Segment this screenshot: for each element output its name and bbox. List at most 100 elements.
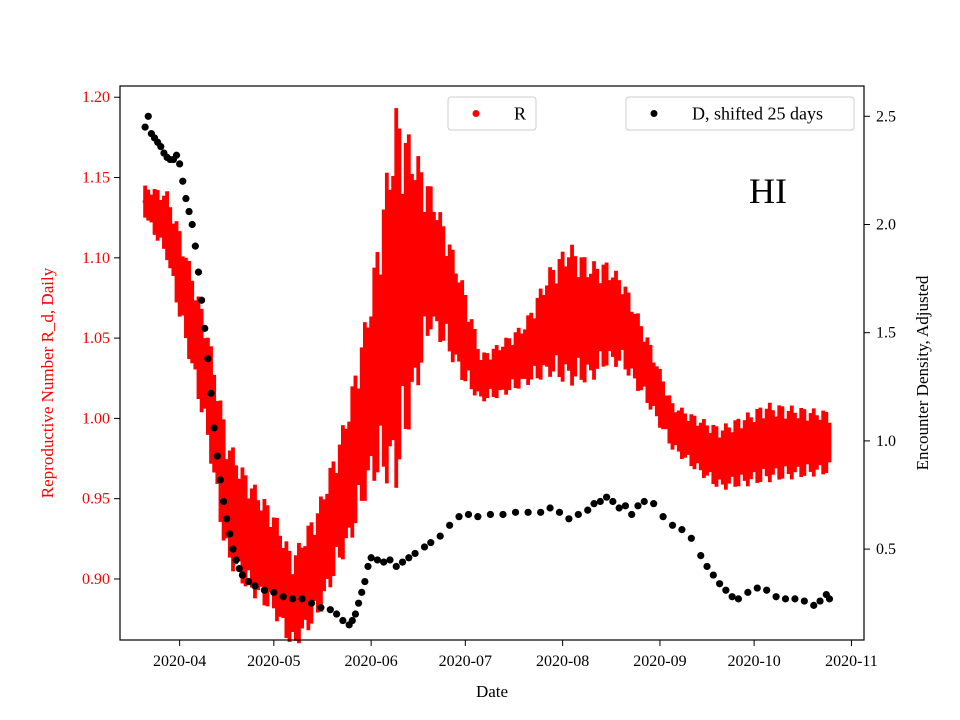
r-bar: [698, 422, 703, 471]
left-tick-label: 1.20: [82, 89, 110, 106]
r-bar: [149, 194, 154, 223]
r-bar: [394, 108, 399, 488]
r-bar: [714, 426, 719, 487]
r-bar: [780, 406, 785, 479]
r-bar: [554, 283, 559, 356]
r-bar: [231, 447, 235, 572]
d-point: [621, 502, 630, 510]
r-bar: [372, 267, 377, 481]
d-point: [364, 562, 372, 571]
r-bar: [331, 461, 336, 577]
d-point: [207, 389, 215, 397]
r-bar: [623, 286, 628, 370]
left-axis: 0.90 0.95 1.00 1.05 1.10 1.15 1.20: [82, 89, 120, 588]
left-tick-label: 1.15: [82, 170, 110, 187]
d-point: [185, 207, 193, 216]
d-point: [411, 549, 419, 558]
r-bar: [805, 420, 810, 465]
r-bar: [227, 450, 232, 558]
r-bar: [413, 180, 417, 368]
r-bar: [322, 499, 326, 592]
r-bar: [545, 285, 549, 367]
d-point: [251, 582, 259, 590]
r-bar: [717, 437, 722, 480]
d-point: [650, 500, 658, 508]
x-tick-label: 2020-09: [633, 653, 686, 670]
r-bar: [209, 346, 213, 464]
r-bar: [582, 257, 587, 383]
d-point: [709, 571, 717, 579]
r-bar: [457, 282, 461, 362]
d-point: [464, 510, 473, 519]
d-point: [584, 506, 592, 514]
r-bar: [224, 459, 229, 539]
r-bar: [479, 359, 483, 397]
r-bar: [799, 408, 804, 477]
r-bar: [199, 308, 204, 413]
d-point: [427, 539, 435, 547]
r-bar: [695, 425, 700, 464]
r-bar: [689, 414, 694, 467]
r-bar: [212, 374, 217, 473]
r-bar: [366, 327, 370, 471]
r-bar: [240, 467, 245, 584]
d-point: [703, 562, 711, 571]
r-bar: [243, 475, 248, 587]
d-point: [279, 593, 287, 601]
r-bar: [177, 231, 182, 317]
d-point: [144, 112, 152, 120]
r-bar: [661, 381, 665, 430]
r-bar: [648, 344, 653, 410]
r-bar: [432, 211, 436, 317]
d-point: [226, 530, 234, 538]
r-bar: [381, 209, 386, 467]
d-point: [763, 586, 771, 594]
r-bar: [171, 223, 176, 276]
r-bar: [165, 191, 169, 261]
d-point: [596, 497, 604, 506]
x-tick-label: 2020-05: [247, 653, 300, 670]
d-point: [668, 521, 677, 529]
r-bar: [811, 408, 816, 477]
d-point: [210, 424, 218, 432]
d-point: [270, 588, 278, 596]
r-bar: [306, 525, 311, 631]
r-bar: [821, 410, 826, 475]
d-point: [405, 554, 413, 562]
r-bar: [802, 409, 807, 476]
r-bar: [155, 190, 160, 241]
d-point: [201, 324, 209, 332]
right-tick-label: 2.5: [876, 108, 896, 125]
r-bar: [783, 418, 788, 467]
r-bar: [745, 412, 750, 487]
d-point: [219, 497, 228, 506]
r-bar: [215, 401, 220, 484]
r-bar: [827, 422, 832, 463]
r-bar: [249, 488, 254, 588]
r-bar: [168, 207, 173, 269]
plot-frame: [119, 85, 865, 641]
d-point: [753, 584, 761, 592]
d-point: [772, 593, 780, 601]
r-bar: [391, 175, 396, 441]
r-bar: [319, 496, 323, 612]
d-point: [172, 151, 181, 159]
r-bar: [362, 322, 367, 501]
r-bar: [670, 403, 675, 450]
r-bar: [425, 186, 430, 336]
d-point: [640, 497, 648, 506]
r-bar: [620, 294, 625, 350]
r-bar: [742, 420, 747, 481]
r-bar: [529, 312, 534, 380]
x-axis-label: Date: [476, 682, 508, 701]
r-bar: [764, 408, 769, 477]
r-bar: [469, 319, 474, 390]
r-bar: [218, 400, 223, 522]
d-point: [367, 554, 375, 562]
r-bar: [334, 472, 339, 547]
r-bar: [325, 493, 330, 579]
d-point: [744, 588, 752, 596]
r-bar: [526, 315, 530, 385]
r-bar: [180, 256, 185, 316]
d-point: [602, 493, 611, 501]
